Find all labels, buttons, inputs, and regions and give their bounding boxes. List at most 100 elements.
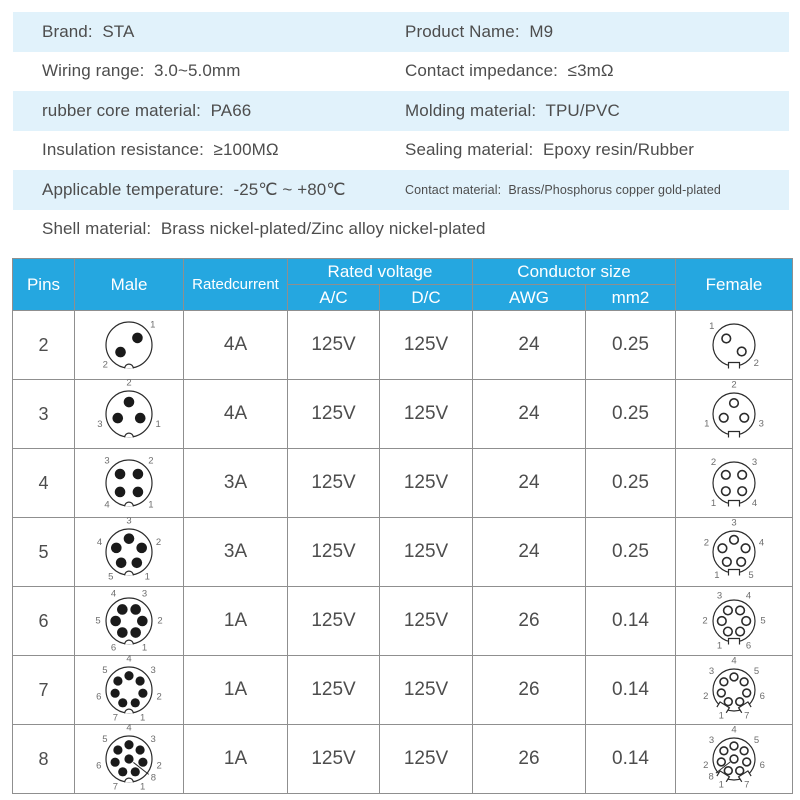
ac-voltage-value-5pin: 125V	[287, 517, 380, 587]
awg-value-3pin: 24	[472, 379, 586, 449]
pins-value-5pin: 5	[12, 517, 75, 587]
female-pin-label-2: 2	[703, 760, 708, 771]
pins-value-2pin: 2	[12, 310, 75, 380]
dc-voltage-value-4pin: 125V	[379, 448, 473, 518]
male-pin-4	[124, 671, 134, 681]
male-diagram-cell-6pin: 3 2 1 6 5 4	[74, 586, 184, 656]
female-pin-label-1: 1	[717, 641, 722, 652]
male-pin-3	[135, 676, 145, 686]
male-pin-label-8: 8	[151, 773, 156, 784]
awg-value-5pin: 24	[472, 517, 586, 587]
female-diagram-cell-4pin: 3 2 1 4	[675, 448, 793, 518]
male-pin-label-2: 2	[156, 537, 161, 548]
male-pin-4	[124, 740, 134, 750]
male-pin-6	[110, 757, 120, 767]
female-diagram-cell-5pin: 3 2 1 5 4	[675, 517, 793, 587]
col-header-rated-voltage: Rated voltage	[287, 258, 473, 285]
male-pin-8	[124, 754, 134, 764]
ac-voltage-value-3pin: 125V	[287, 379, 380, 449]
male-pin-label-2: 2	[157, 760, 162, 771]
male-pin-label-4: 4	[126, 654, 131, 665]
female-pin-2	[716, 757, 727, 767]
male-pin-label-3: 3	[126, 516, 131, 527]
male-pin-3	[123, 533, 135, 544]
male-pin-label-2: 2	[126, 378, 131, 389]
male-pin-2	[138, 688, 148, 698]
female-pin-label-2: 2	[702, 616, 707, 627]
female-pin-label-2: 2	[704, 538, 709, 549]
spec-row-1: Brand: STA Product Name: M9	[13, 12, 789, 52]
spec-applicable-temperature: Applicable temperature: -25℃ ~ +80℃	[42, 179, 346, 199]
female-pin-label-1: 1	[719, 711, 724, 722]
awg-value-8pin: 26	[472, 724, 586, 794]
pins-value-7pin: 7	[12, 655, 75, 725]
male-pin-label-5: 5	[108, 572, 113, 583]
male-pin-label-5: 5	[102, 734, 107, 745]
male-pin-label-7: 7	[113, 781, 118, 792]
male-pin-1	[132, 332, 143, 344]
spec-row-3: rubber core material: PA66 Molding materi…	[13, 91, 789, 131]
male-pin-2	[123, 396, 135, 408]
mm2-value-2pin: 0.25	[585, 310, 676, 380]
female-pin-label-5: 5	[754, 666, 759, 677]
male-pin-label-1: 1	[140, 781, 145, 792]
female-pin-2	[728, 397, 740, 409]
female-pin-6	[734, 626, 746, 637]
female-pin-7	[735, 697, 745, 707]
mm2-value-3pin: 0.25	[585, 379, 676, 449]
female-pin-2	[736, 346, 747, 357]
male-pin-label-3: 3	[104, 456, 109, 467]
pin-row-3: 3 2 1 3 4A 125V 125V 24 0.25 2 1 3	[12, 378, 793, 449]
male-pin-label-4: 4	[126, 723, 131, 734]
male-pin-label-2: 2	[157, 691, 162, 702]
female-pin-1	[723, 766, 733, 776]
pin-row-8: 8 4 3 2 1 7 6 5 8 1A 125V 125V 26 0.14 4 3 2 1 7 6 5 8	[12, 723, 793, 794]
dc-voltage-value-6pin: 125V	[379, 586, 473, 656]
male-pin-4	[114, 486, 126, 498]
female-pin-3	[719, 746, 729, 756]
male-pin-1	[131, 557, 143, 569]
female-pin-1	[718, 412, 729, 423]
female-pin-label-3: 3	[759, 418, 764, 429]
spec-row-2: Wiring range: 3.0~5.0mm Contact impedance…	[13, 52, 789, 92]
male-diagram-cell-4pin: 3 2 1 4	[74, 448, 184, 518]
male-connector-diagram-8pin: 4 3 2 1 7 6 5 8	[96, 723, 162, 793]
rated-current-value-2pin: 4A	[183, 310, 288, 380]
pin-8-leader-line	[715, 761, 731, 774]
female-pin-2	[716, 688, 727, 698]
male-pin-label-1: 1	[140, 712, 145, 723]
female-pin-label-3: 3	[709, 735, 714, 746]
female-pin-label-5: 5	[754, 735, 759, 746]
female-pin-label-6: 6	[760, 760, 765, 771]
female-pin-7	[735, 766, 745, 776]
col-header-ratedcurrent: Ratedcurrent	[183, 258, 288, 311]
pin-8-leader-line	[133, 762, 150, 775]
female-pin-3	[719, 677, 729, 687]
female-pin-4	[737, 486, 748, 497]
female-pin-2	[720, 469, 731, 480]
male-pin-4	[117, 604, 128, 615]
female-pin-label-1: 1	[711, 498, 716, 509]
spec-contact-material: Contact material: Brass/Phosphorus coppe…	[405, 182, 721, 197]
female-pin-label-3: 3	[731, 518, 736, 529]
table-header: Pins Male Ratedcurrent Rated voltage Con…	[12, 258, 793, 311]
female-diagram-cell-6pin: 3 2 1 6 5 4	[675, 586, 793, 656]
awg-value-7pin: 26	[472, 655, 586, 725]
male-pin-label-1: 1	[142, 642, 147, 653]
awg-value-2pin: 24	[472, 310, 586, 380]
female-connector-diagram-5pin: 3 2 1 5 4	[704, 518, 764, 581]
male-pin-6	[117, 627, 128, 638]
female-pin-2	[716, 615, 727, 627]
mm2-value-8pin: 0.14	[585, 724, 676, 794]
female-pin-label-3: 3	[709, 666, 714, 677]
male-pin-label-1: 1	[150, 320, 155, 331]
female-pin-1	[721, 556, 732, 567]
male-pin-label-1: 1	[145, 572, 150, 583]
male-pin-label-2: 2	[148, 456, 153, 467]
female-connector-diagram-3pin: 2 1 3	[704, 380, 764, 438]
male-diagram-cell-3pin: 2 1 3	[74, 378, 184, 449]
female-pin-label-7: 7	[744, 711, 749, 722]
male-pin-7	[118, 767, 128, 777]
